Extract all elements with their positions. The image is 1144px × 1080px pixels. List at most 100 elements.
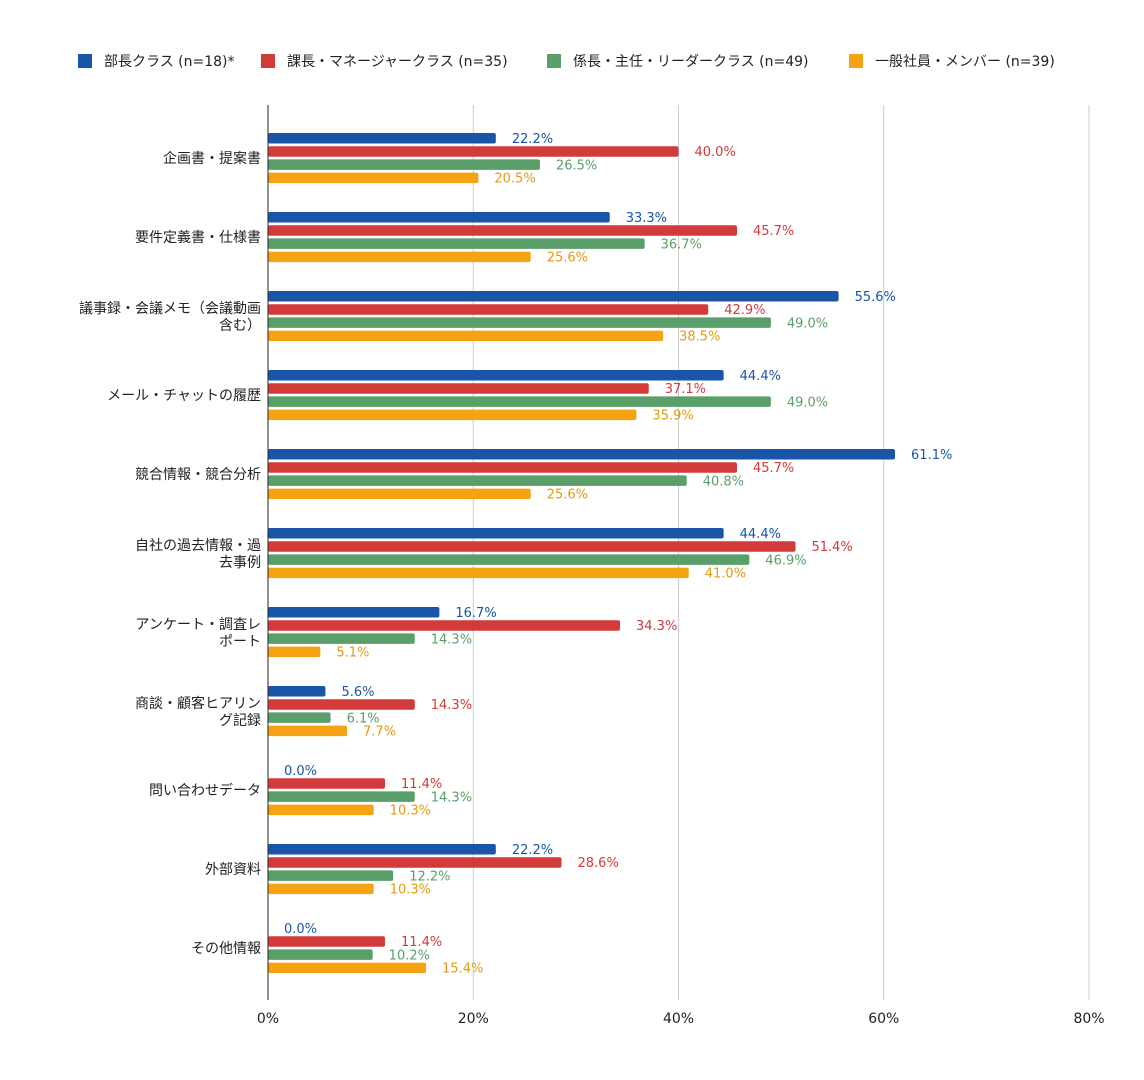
data-label: 46.9% xyxy=(765,553,806,568)
data-label: 0.0% xyxy=(284,764,317,779)
data-label: 44.4% xyxy=(740,527,781,542)
data-label: 15.4% xyxy=(442,962,483,977)
bar xyxy=(268,633,415,644)
bar xyxy=(268,133,496,144)
data-label: 45.7% xyxy=(753,224,794,239)
data-label: 5.1% xyxy=(336,646,369,661)
x-tick-label: 40% xyxy=(663,1011,694,1027)
bar xyxy=(268,462,737,473)
x-tick-label: 80% xyxy=(1073,1011,1104,1027)
data-label: 22.2% xyxy=(512,843,553,858)
x-tick-label: 60% xyxy=(868,1011,899,1027)
data-label: 40.0% xyxy=(695,145,736,160)
bar xyxy=(268,844,496,855)
bar xyxy=(268,686,326,697)
data-label: 14.3% xyxy=(431,632,472,647)
bar xyxy=(268,870,394,881)
x-tick-label: 0% xyxy=(257,1011,279,1027)
data-label: 11.4% xyxy=(401,935,442,950)
legend-label: 係長・主任・リーダークラス (n=49) xyxy=(573,54,809,70)
bar xyxy=(268,712,331,723)
category-label: 企画書・提案書 xyxy=(163,150,261,167)
data-label: 61.1% xyxy=(911,448,952,463)
bar xyxy=(268,857,562,868)
bar xyxy=(268,804,374,816)
bar xyxy=(268,646,321,658)
x-axis-tick-labels: 0% 20% 40% 60% 80% xyxy=(257,1011,1105,1027)
data-label: 5.6% xyxy=(341,685,374,700)
data-label: 10.3% xyxy=(390,804,431,819)
bar xyxy=(268,699,415,710)
bar xyxy=(268,172,479,184)
data-label: 22.2% xyxy=(512,132,553,147)
data-label: 25.6% xyxy=(547,488,588,503)
bar xyxy=(268,159,540,170)
bar xyxy=(268,225,737,236)
bar xyxy=(268,949,373,960)
bar xyxy=(268,567,689,579)
data-label: 41.0% xyxy=(705,567,746,582)
data-label: 34.3% xyxy=(636,619,677,634)
data-label: 11.4% xyxy=(401,777,442,792)
bar xyxy=(268,317,771,328)
bar xyxy=(268,607,440,618)
data-label: 49.0% xyxy=(787,395,828,410)
bar xyxy=(268,146,679,157)
data-label: 35.9% xyxy=(652,409,693,424)
category-label: アンケート・調査レポート xyxy=(136,617,261,650)
data-labels: 22.2% 40.0% 26.5% 20.5% 33.3% 45.7% 36.7% 25.6%… xyxy=(284,132,952,977)
data-label: 33.3% xyxy=(626,211,667,226)
legend-label: 部長クラス (n=18)* xyxy=(104,54,235,70)
bar xyxy=(268,541,796,552)
category-label: 商談・顧客ヒアリング記録 xyxy=(135,695,261,729)
legend-swatch xyxy=(78,54,92,68)
data-label: 40.8% xyxy=(703,474,744,489)
data-label: 55.6% xyxy=(855,290,896,305)
bar xyxy=(268,620,621,631)
legend-swatch xyxy=(261,54,275,68)
bar xyxy=(268,554,750,565)
category-label: その他情報 xyxy=(191,941,261,957)
data-label: 0.0% xyxy=(284,922,317,937)
data-label: 51.4% xyxy=(811,540,852,555)
data-label: 38.5% xyxy=(679,330,720,345)
data-label: 44.4% xyxy=(740,369,781,384)
data-label: 14.3% xyxy=(431,698,472,713)
legend: 部長クラス (n=18)* 課長・マネージャークラス (n=35) 係長・主任・リー… xyxy=(78,54,1055,70)
legend-swatch xyxy=(547,54,561,68)
data-label: 26.5% xyxy=(556,158,597,173)
bar xyxy=(268,330,664,342)
legend-label: 課長・マネージャークラス (n=35) xyxy=(287,54,508,70)
data-label: 36.7% xyxy=(661,237,702,252)
data-label: 14.3% xyxy=(431,790,472,805)
category-label: 外部資料 xyxy=(205,862,261,878)
bar xyxy=(268,528,724,539)
bar xyxy=(268,251,531,263)
category-label: 競合情報・競合分析 xyxy=(135,467,261,483)
category-label: 要件定義書・仕様書 xyxy=(135,229,261,246)
category-label: メール・チャットの履歴 xyxy=(107,388,261,404)
bar xyxy=(268,449,896,460)
data-label: 37.1% xyxy=(665,382,706,397)
category-label: 問い合わせデータ xyxy=(149,782,261,799)
data-label: 10.3% xyxy=(390,883,431,898)
x-tick-label: 20% xyxy=(458,1011,489,1027)
data-label: 28.6% xyxy=(578,856,619,871)
bars xyxy=(268,133,896,974)
bar xyxy=(268,778,385,789)
bar xyxy=(268,238,645,249)
bar xyxy=(268,475,687,486)
category-label: 自社の過去情報・過去事例 xyxy=(135,538,261,571)
bar xyxy=(268,488,531,500)
bar xyxy=(268,383,649,394)
data-label: 49.0% xyxy=(787,316,828,331)
data-label: 25.6% xyxy=(547,251,588,266)
bar xyxy=(268,725,348,737)
bar xyxy=(268,409,637,421)
bar xyxy=(268,212,610,223)
bar xyxy=(268,883,374,895)
data-label: 16.7% xyxy=(455,606,496,621)
data-label: 7.7% xyxy=(363,725,396,740)
